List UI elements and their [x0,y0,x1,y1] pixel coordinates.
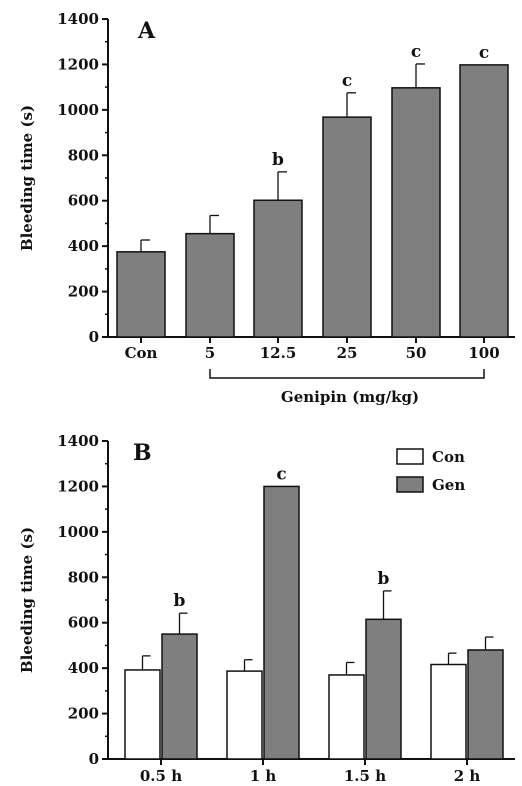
panel-b-bar-con [124,669,161,760]
panel-b-bar-gen [263,485,300,760]
panel-a-bar [116,251,166,338]
panel-a-y-tick-label: 1200 [57,55,99,73]
panel-a-bar [322,116,372,338]
panel-b-legend-swatch-con [396,448,424,465]
panel-a-significance-label: c [342,71,352,91]
panel-a-chart: A Bleeding time (s) Genipin (mg/kg) 0 200… [18,10,515,406]
panel-b-y-tick-label: 0 [89,750,99,768]
panel-b-y-tick-label: 1000 [57,523,99,541]
panel-b-bar-con [328,674,365,760]
panel-a-label: A [137,18,156,44]
panel-a-bar [459,64,509,338]
panel-b-significance-label: b [378,569,390,589]
panel-a-x-tick-label: Con [125,344,158,362]
panel-b-bar-gen [365,618,402,760]
panel-b-x-tick-label: 0.5 h [140,767,182,785]
panel-b-x-tick-label: 2 h [454,767,481,785]
panel-a-bar [253,199,303,338]
panel-a-y-tick-label: 1400 [57,10,99,28]
panel-a-x-tick-label: 25 [337,344,358,362]
panel-b-legend-label-con: Con [432,448,465,466]
panel-a-x-tick-label: 50 [406,344,427,362]
panel-b-bar-gen [467,649,504,760]
panel-b-x-tick-label: 1.5 h [344,767,386,785]
panel-b-bar-con [226,670,263,760]
panel-b-y-axis-title: Bleeding time (s) [18,527,36,673]
panel-a-x-tick-label: 12.5 [260,344,297,362]
panel-a-y-tick-label: 400 [68,237,99,255]
panel-a-significance-label: c [411,42,421,62]
panel-a-bar [185,232,235,338]
panel-b-y-tick-label: 800 [68,568,99,586]
panel-a-y-tick-label: 0 [89,328,99,346]
panel-b-chart: B Bleeding time (s) 0 200 400 600 800 1000 120… [18,432,515,785]
panel-a-bar [391,87,441,338]
panel-a-x-tick-label: 100 [468,344,499,362]
panel-b-y-tick-label: 1200 [57,477,99,495]
panel-a-y-tick-label: 1000 [57,101,99,119]
panel-b-significance-label: c [276,464,286,484]
panel-b-y-tick-label: 200 [68,705,99,723]
panel-b-y-tick-label: 1400 [57,432,99,450]
panel-b-legend-swatch-gen [396,476,424,493]
panel-b-bar-gen [161,633,198,760]
panel-b-legend-label-gen: Gen [432,476,465,494]
panel-a-y-tick-label: 200 [68,283,99,301]
panel-a-y-tick-label: 600 [68,192,99,210]
panel-a-x-tick-label: 5 [205,344,215,362]
panel-b-y-tick-label: 600 [68,614,99,632]
panel-a-y-axis-title: Bleeding time (s) [18,105,36,251]
panel-b-label: B [133,440,152,466]
panel-a-significance-label: b [272,150,284,170]
panel-a-bracket-label: Genipin (mg/kg) [281,388,419,406]
panel-b-y-tick-label: 400 [68,659,99,677]
panel-a-y-tick-label: 800 [68,146,99,164]
panel-a-dose-bracket [209,369,485,379]
panel-b-significance-label: b [174,591,186,611]
panel-b-bar-con [430,663,467,760]
panel-a-significance-label: c [479,43,489,63]
panel-b-x-tick-label: 1 h [250,767,277,785]
